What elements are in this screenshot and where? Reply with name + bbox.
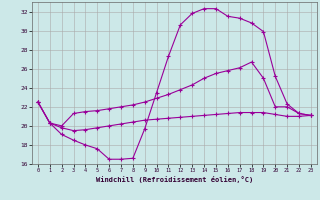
X-axis label: Windchill (Refroidissement éolien,°C): Windchill (Refroidissement éolien,°C) (96, 176, 253, 183)
